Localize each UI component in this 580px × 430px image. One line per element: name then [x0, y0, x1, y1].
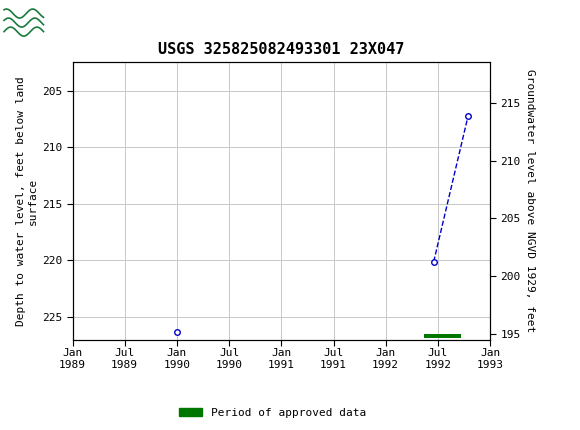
FancyBboxPatch shape	[3, 4, 46, 41]
Bar	[425, 334, 461, 338]
Y-axis label: Depth to water level, feet below land
surface: Depth to water level, feet below land su…	[16, 76, 38, 326]
Legend: Period of approved data: Period of approved data	[175, 403, 370, 422]
Y-axis label: Groundwater level above NGVD 1929, feet: Groundwater level above NGVD 1929, feet	[525, 69, 535, 333]
Title: USGS 325825082493301 23X047: USGS 325825082493301 23X047	[158, 42, 404, 57]
Text: USGS: USGS	[49, 14, 104, 31]
Bar	[3, 3, 46, 42]
